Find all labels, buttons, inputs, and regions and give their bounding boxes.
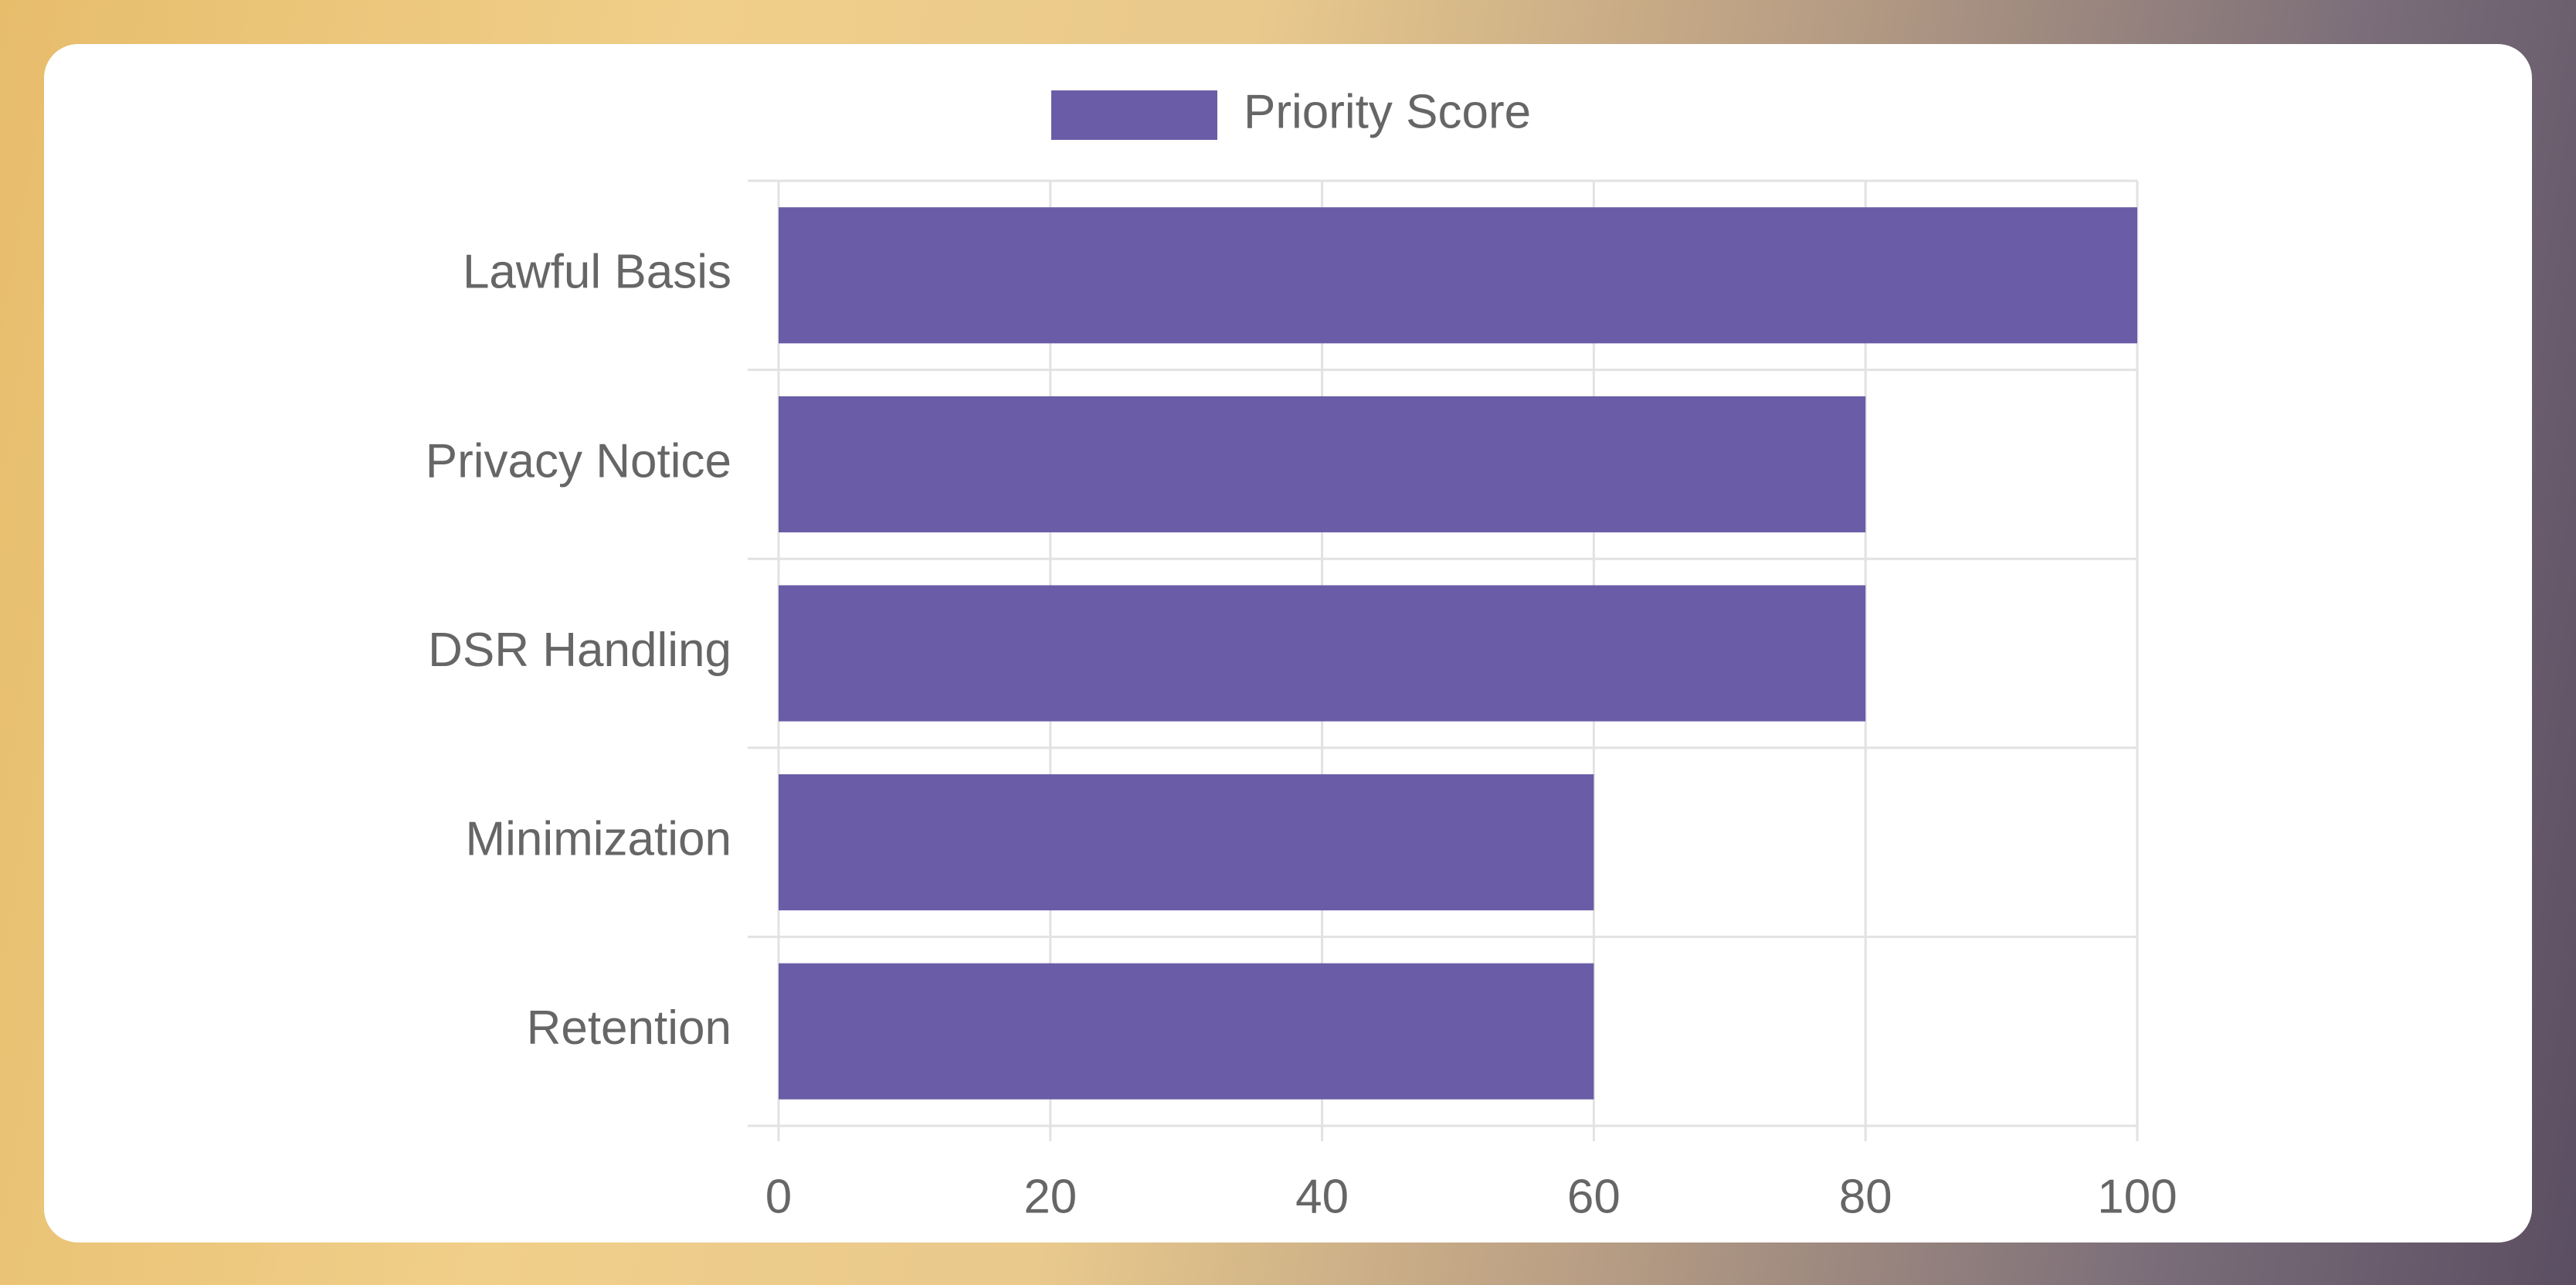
- y-tick-label: Minimization: [465, 812, 731, 865]
- bar: [779, 774, 1594, 911]
- y-tick-label: DSR Handling: [428, 624, 731, 677]
- bar: [779, 207, 2137, 344]
- y-tick-label: Privacy Notice: [426, 434, 731, 488]
- y-tick-label: Retention: [527, 1001, 731, 1055]
- bar: [779, 396, 1866, 532]
- x-tick-label: 80: [1839, 1170, 1892, 1223]
- x-tick-label: 100: [2097, 1170, 2177, 1223]
- x-tick-label: 20: [1023, 1170, 1077, 1223]
- x-tick-label: 60: [1567, 1170, 1621, 1223]
- bar: [779, 963, 1594, 1100]
- legend-label: Priority Score: [1244, 85, 1531, 138]
- y-tick-label: Lawful Basis: [463, 246, 731, 299]
- bar: [779, 585, 1866, 722]
- legend-swatch: [1051, 90, 1217, 140]
- x-tick-label: 0: [765, 1170, 792, 1223]
- x-tick-label: 40: [1295, 1170, 1349, 1223]
